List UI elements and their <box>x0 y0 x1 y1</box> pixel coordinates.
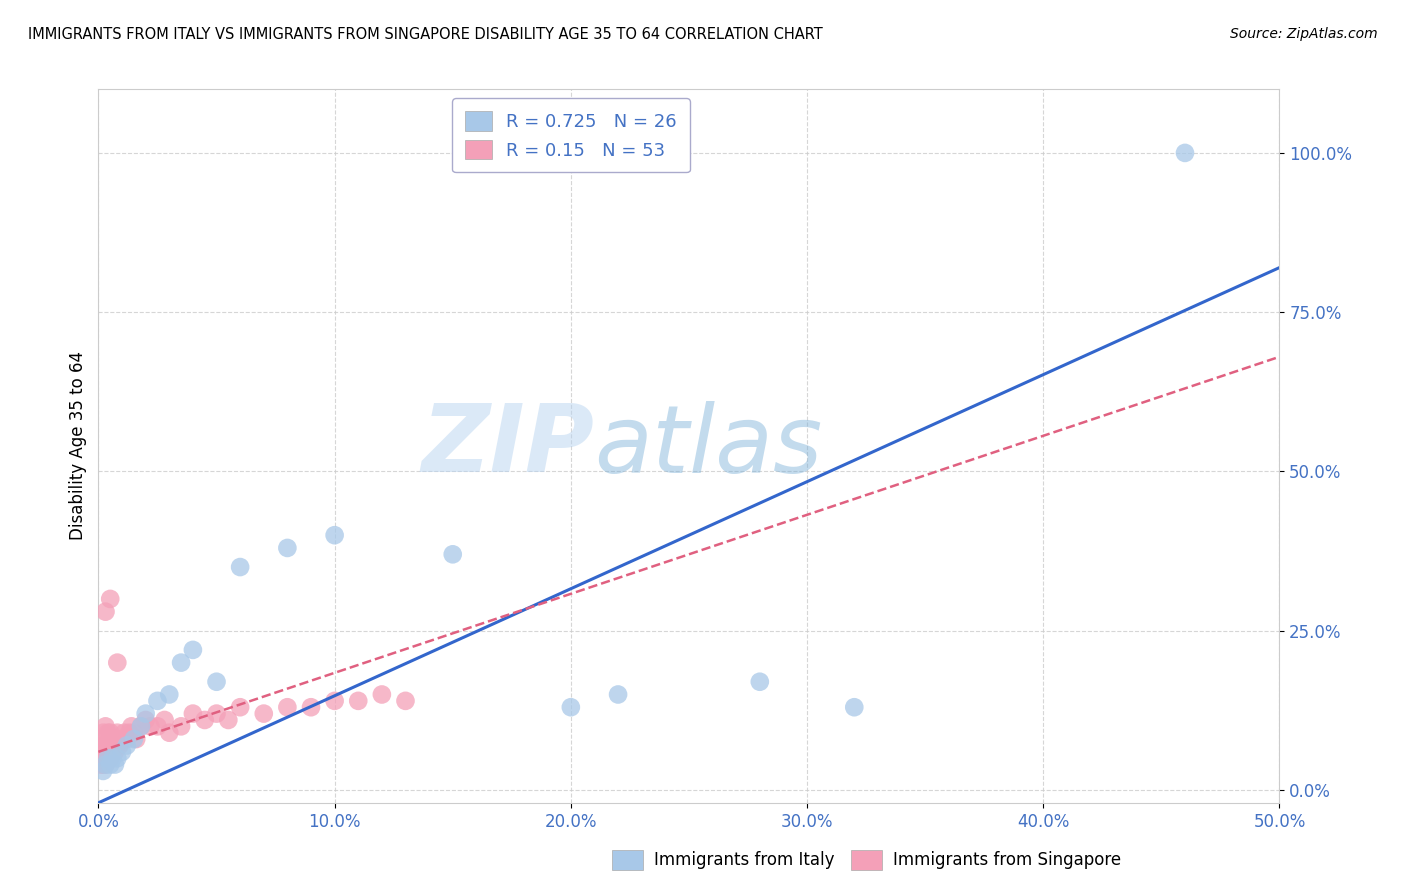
Point <box>347 694 370 708</box>
Point <box>323 694 346 708</box>
Text: Source: ZipAtlas.com: Source: ZipAtlas.com <box>1230 27 1378 41</box>
Point <box>98 757 121 772</box>
Point <box>122 732 145 747</box>
Point <box>90 745 112 759</box>
Point <box>90 757 112 772</box>
Point <box>607 688 630 702</box>
Point <box>205 706 228 721</box>
Point <box>91 739 114 753</box>
Text: Immigrants from Italy: Immigrants from Italy <box>654 851 834 869</box>
Point <box>105 739 128 753</box>
Point <box>91 745 114 759</box>
Point <box>135 713 157 727</box>
Point <box>129 719 152 733</box>
Point <box>98 725 121 739</box>
Point <box>90 732 112 747</box>
Point <box>94 605 117 619</box>
Point <box>371 688 394 702</box>
Point <box>104 745 127 759</box>
Point <box>146 694 169 708</box>
Point <box>105 725 128 739</box>
Point <box>112 725 135 739</box>
Point <box>205 674 228 689</box>
Point <box>323 528 346 542</box>
Point <box>135 706 157 721</box>
Point <box>125 732 148 747</box>
Point <box>299 700 322 714</box>
Point <box>101 732 124 747</box>
Point <box>115 732 138 747</box>
Point <box>217 713 239 727</box>
Point <box>1174 145 1197 160</box>
Point <box>118 725 141 739</box>
Y-axis label: Disability Age 35 to 64: Disability Age 35 to 64 <box>69 351 87 541</box>
Point <box>122 725 145 739</box>
Point <box>181 643 204 657</box>
Point <box>94 757 117 772</box>
Point <box>129 719 152 733</box>
Text: ZIP: ZIP <box>422 400 595 492</box>
Point <box>276 700 298 714</box>
Text: atlas: atlas <box>595 401 823 491</box>
Point <box>97 751 120 765</box>
Point <box>101 745 124 759</box>
Point <box>91 764 114 778</box>
Point <box>181 706 204 721</box>
Text: Immigrants from Singapore: Immigrants from Singapore <box>893 851 1121 869</box>
Point <box>98 751 121 765</box>
Point <box>253 706 276 721</box>
Point <box>748 674 770 689</box>
Point <box>97 725 120 739</box>
Point <box>157 688 180 702</box>
Point <box>94 745 117 759</box>
Point <box>91 757 114 772</box>
Point <box>94 719 117 733</box>
Point <box>139 719 162 733</box>
Point <box>111 732 134 747</box>
Legend: R = 0.725   N = 26, R = 0.15   N = 53: R = 0.725 N = 26, R = 0.15 N = 53 <box>453 98 689 172</box>
Point <box>105 751 128 765</box>
Point <box>98 739 121 753</box>
Point <box>441 547 464 561</box>
Point <box>121 719 143 733</box>
Point <box>157 725 180 739</box>
Point <box>194 713 217 727</box>
Point <box>94 757 117 772</box>
Point <box>560 700 582 714</box>
Point <box>97 739 120 753</box>
Text: IMMIGRANTS FROM ITALY VS IMMIGRANTS FROM SINGAPORE DISABILITY AGE 35 TO 64 CORRE: IMMIGRANTS FROM ITALY VS IMMIGRANTS FROM… <box>28 27 823 42</box>
Point <box>115 739 138 753</box>
Point <box>97 751 120 765</box>
Point <box>111 745 134 759</box>
Point <box>98 591 121 606</box>
Point <box>276 541 298 555</box>
Point <box>91 725 114 739</box>
Point <box>105 656 128 670</box>
Point <box>94 739 117 753</box>
Point <box>170 656 193 670</box>
Point <box>229 700 252 714</box>
Point <box>146 719 169 733</box>
Point <box>108 739 131 753</box>
Point <box>394 694 416 708</box>
Point <box>101 751 124 765</box>
Point <box>104 732 127 747</box>
Point <box>844 700 866 714</box>
Point <box>153 713 176 727</box>
Point <box>104 757 127 772</box>
Point <box>229 560 252 574</box>
Point <box>170 719 193 733</box>
